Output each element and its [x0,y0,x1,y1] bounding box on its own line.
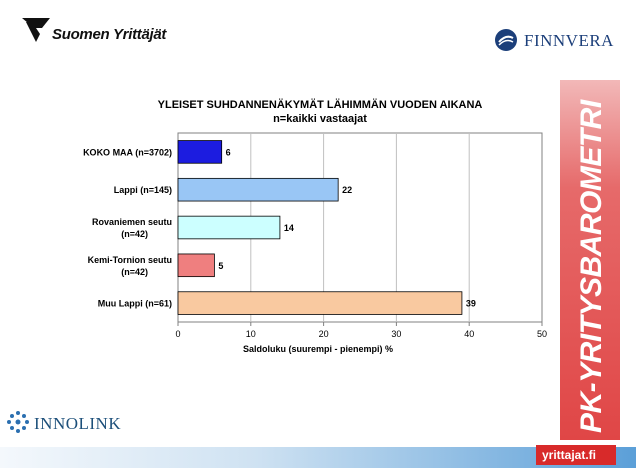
chart-title: YLEISET SUHDANNENÄKYMÄT LÄHIMMÄN VUODEN … [158,98,483,111]
innolink-logo: INNOLINK [6,408,156,438]
category-label-line: Kemi-Tornion seutu [88,255,172,265]
category-label: Rovaniemen seutu (n=42) [92,217,172,239]
suomen-yrittajat-mark-icon [22,18,50,42]
bar [177,177,339,202]
data-label: 14 [284,223,294,233]
data-label: 6 [226,147,231,157]
category-label-line: (n=42) [121,267,148,277]
data-label: 39 [466,299,476,309]
finnvera-logo-text: FINNVERA [524,31,614,50]
suomen-yrittajat-logo-text: Suomen Yrittäjät [52,26,167,43]
x-tick-label: 50 [537,329,547,339]
finnvera-mark-icon [495,29,517,51]
x-tick-label: 40 [464,329,474,339]
side-banner [560,80,620,440]
bar [177,140,223,164]
yrittajat-fi-logo-text: yrittajat.fi [542,448,597,462]
category-label: Lappi (n=145) [114,185,172,195]
finnvera-logo: FINNVERA [494,26,624,54]
category-label-line: (n=42) [121,229,148,239]
category-label: KOKO MAA (n=3702) [83,147,172,157]
category-label: Kemi-Tornion seutu (n=42) [88,255,172,277]
chart-subtitle: n=kaikki vastaajat [273,113,367,125]
footer-gradient-bar [0,447,636,468]
x-axis-label: Saldoluku (suurempi - pienempi) % [243,344,393,354]
side-banner-label: PK-YRITYSBAROMETRI [575,100,608,433]
x-tick-label: 20 [319,329,329,339]
bar [177,215,281,240]
bar-chart: YLEISET SUHDANNENÄKYMÄT LÄHIMMÄN VUODEN … [83,98,547,354]
category-label-line: Rovaniemen seutu [92,217,172,227]
category-label: Muu Lappi (n=61) [98,299,172,309]
bar [177,291,463,315]
category-label-line: KOKO MAA (n=3702) [83,147,172,157]
suomen-yrittajat-logo: Suomen Yrittäjät [22,14,172,48]
x-tick-label: 0 [175,329,180,339]
x-tick-label: 30 [391,329,401,339]
data-label: 22 [342,185,352,195]
yrittajat-fi-logo: yrittajat.fi [536,445,616,465]
innolink-mark-icon [7,411,29,433]
bar [177,253,215,278]
category-label-line: Lappi (n=145) [114,185,172,195]
category-label-line: Muu Lappi (n=61) [98,299,172,309]
x-tick-label: 10 [246,329,256,339]
data-label: 5 [218,261,223,271]
innolink-logo-text: INNOLINK [34,414,122,433]
chart-container: YLEISET SUHDANNENÄKYMÄT LÄHIMMÄN VUODEN … [36,95,550,370]
